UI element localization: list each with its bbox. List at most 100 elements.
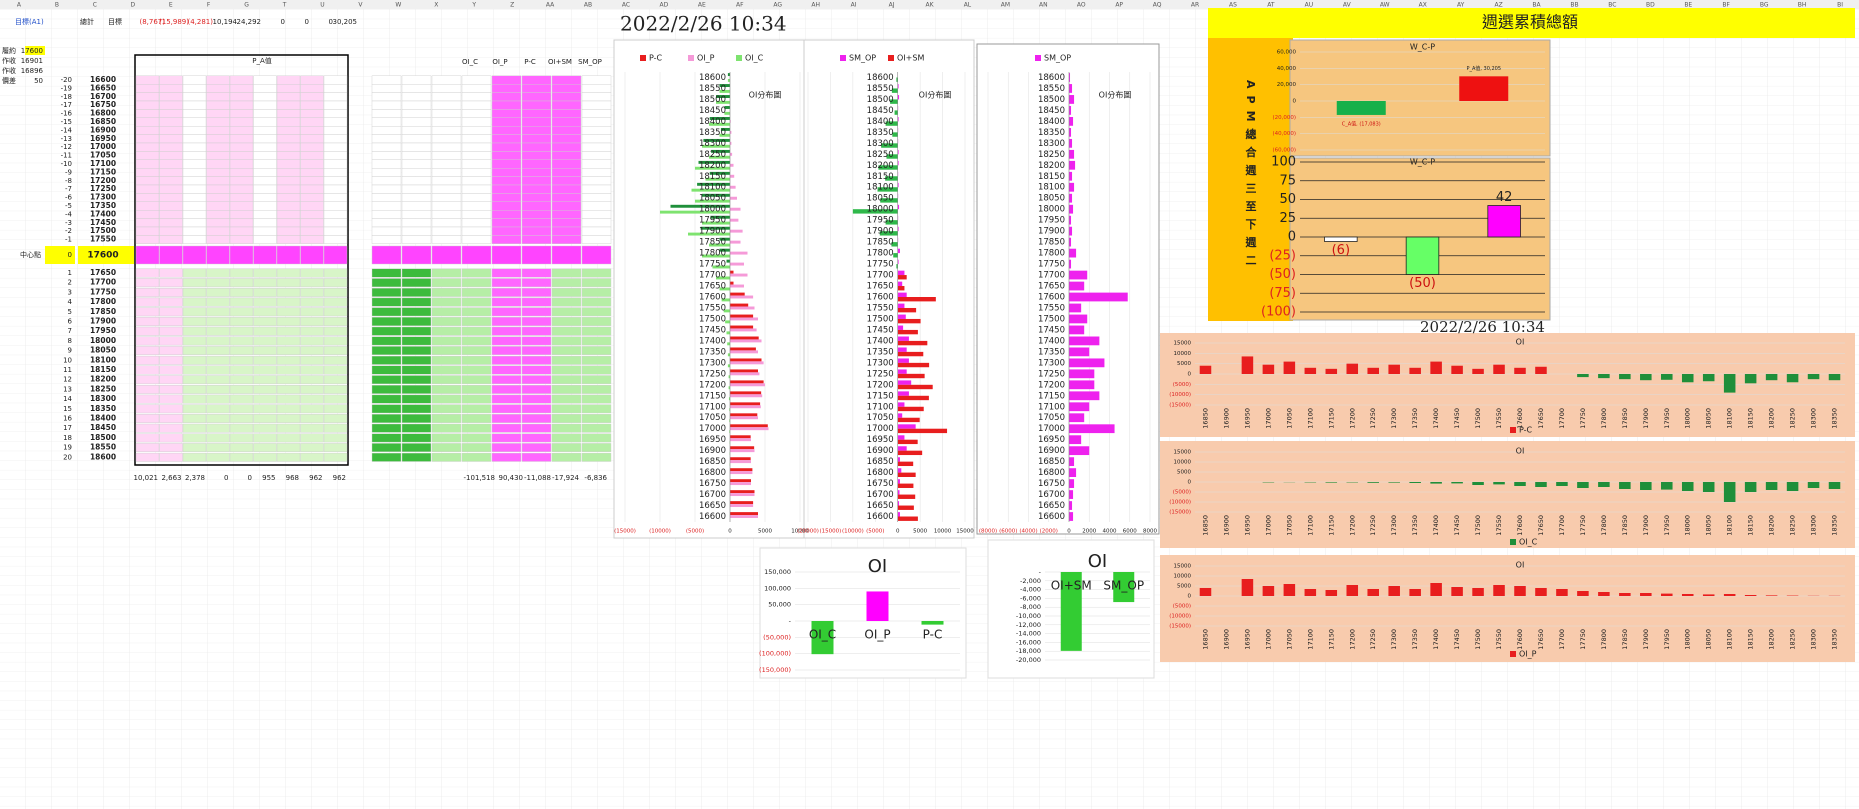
- cell-fill: [253, 394, 277, 404]
- bar: [1535, 482, 1547, 487]
- bar: [1661, 374, 1673, 380]
- cell-fill: [276, 394, 301, 404]
- cell-fill: [521, 167, 552, 177]
- bar: [730, 482, 751, 486]
- y-tick-label: -: [1039, 568, 1042, 576]
- cell-fill: [300, 297, 324, 307]
- cell-fill: [371, 125, 402, 135]
- y-tick-label: 17550: [1038, 303, 1065, 313]
- cell-fill: [159, 385, 183, 394]
- x-tick-label: (10000): [649, 529, 671, 535]
- bar: [897, 286, 905, 291]
- cell-fill: [206, 355, 230, 365]
- cell-fill: [300, 167, 324, 177]
- cell-fill: [276, 278, 301, 288]
- bar: [1409, 367, 1421, 374]
- y-tick-label: 17000: [867, 424, 894, 434]
- y-tick-label: 17500: [1038, 314, 1065, 324]
- x-tick-label: OI+SM: [1051, 579, 1092, 593]
- cell-fill: [276, 297, 301, 307]
- bar: [897, 281, 903, 287]
- column-letter: AN: [1039, 2, 1048, 9]
- cell-fill: [276, 326, 301, 336]
- bar: [695, 166, 730, 170]
- cell-fill: [581, 83, 612, 93]
- cell-fill: [401, 184, 432, 194]
- cell-fill: [551, 184, 582, 194]
- y-tick-label: -10,000: [1016, 612, 1041, 620]
- cell-fill: [135, 375, 160, 385]
- legend-label: OI_C: [745, 54, 764, 63]
- y-tick-label: 18150: [1038, 172, 1065, 182]
- row-offset: 2: [68, 279, 72, 287]
- bar: [1069, 314, 1088, 324]
- cell-fill: [401, 193, 432, 202]
- cell-fill: [135, 184, 160, 194]
- bar: [730, 435, 751, 439]
- cell-fill: [135, 245, 160, 265]
- cell-fill: [159, 433, 183, 443]
- cell-fill: [401, 92, 432, 102]
- strike: 18550: [90, 443, 116, 452]
- cell: 0: [224, 474, 228, 482]
- cell-fill: [206, 245, 230, 265]
- cell-fill: [135, 414, 160, 423]
- cell-fill: [206, 109, 230, 119]
- bar: [897, 439, 918, 445]
- bar: [1765, 374, 1778, 381]
- cell-fill: [401, 83, 432, 93]
- cell-fill: [401, 209, 432, 219]
- cell-fill: [276, 307, 301, 317]
- strike: 18000: [90, 336, 116, 345]
- cell-fill: [581, 92, 612, 102]
- cell-fill: [135, 336, 160, 346]
- bar: [730, 336, 759, 340]
- bar: [1640, 593, 1652, 596]
- bar: [1723, 374, 1736, 393]
- bar: [727, 364, 730, 368]
- bar: [719, 237, 730, 241]
- bar: [897, 95, 900, 100]
- cell-fill: [182, 317, 207, 326]
- cell-fill: [135, 176, 160, 186]
- cell-fill: [551, 151, 582, 160]
- cell-fill: [371, 288, 402, 297]
- bar: [730, 196, 737, 200]
- cell-fill: [461, 159, 492, 169]
- row-offset: 15: [63, 405, 72, 413]
- cell-fill: [229, 125, 254, 135]
- cell-fill: [276, 167, 301, 177]
- y-tick-label: 18500: [1038, 95, 1065, 105]
- bar: [705, 177, 730, 181]
- bar: [897, 450, 923, 456]
- cell-fill: [371, 307, 402, 317]
- cell-fill: [253, 245, 277, 265]
- cell-fill: [159, 355, 183, 365]
- bar: [1069, 149, 1075, 159]
- y-tick-label: 17400: [867, 336, 894, 346]
- column-letter: AF: [736, 2, 744, 9]
- x-tick-label: 10000: [934, 529, 952, 535]
- cell-fill: [521, 278, 552, 288]
- y-tick-label: 15000: [1174, 564, 1192, 570]
- bar: [897, 413, 903, 418]
- cell-fill: [551, 245, 582, 265]
- cell-fill: [276, 414, 301, 423]
- cell-fill: [461, 404, 492, 414]
- bar: [1069, 215, 1072, 225]
- cell-fill: [159, 414, 183, 423]
- row-offset: -17: [61, 101, 72, 109]
- column-letter: G: [244, 2, 249, 9]
- cell-fill: [551, 218, 582, 228]
- x-tick-label: 17600: [1516, 408, 1524, 429]
- bar: [1325, 482, 1338, 483]
- cell-fill: [371, 385, 402, 394]
- panel-side: [1208, 38, 1293, 321]
- bar: [721, 298, 730, 302]
- cell-fill: [206, 117, 230, 127]
- row-offset: 1: [68, 269, 72, 277]
- y-tick-label: 50: [1279, 192, 1296, 207]
- bar: [897, 428, 948, 434]
- bar: [1619, 482, 1631, 489]
- row-offset: -14: [61, 126, 73, 134]
